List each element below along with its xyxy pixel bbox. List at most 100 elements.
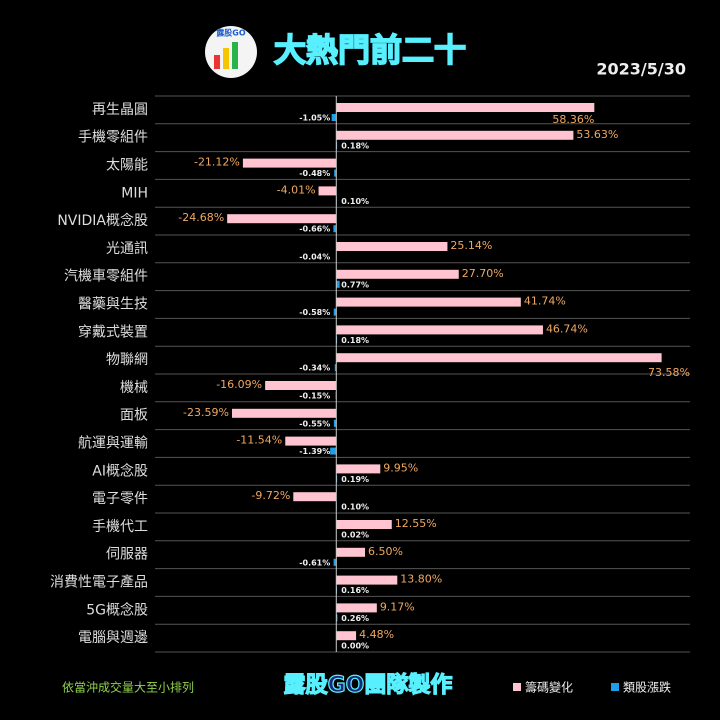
bar [331, 114, 337, 121]
legend-label: 籌碼變化 [525, 680, 573, 695]
value-label: 41.74% [524, 295, 566, 308]
value-label: 6.50% [368, 545, 403, 558]
category-label: 手機零組件 [78, 130, 148, 146]
logo: 露股GO [205, 26, 257, 78]
credit: 露股GO團隊製作 [284, 672, 453, 698]
bar [231, 408, 337, 418]
value-label: -24.68% [178, 211, 224, 224]
value-label: -0.34% [299, 364, 330, 373]
bar [293, 492, 337, 502]
logo-text: 露股GO [216, 28, 246, 38]
bar [336, 103, 595, 112]
category-label: 穿戴式裝置 [78, 324, 148, 340]
legend-label: 類股漲跌 [623, 680, 671, 695]
bar [336, 575, 398, 585]
category-label: 物聯網 [106, 352, 148, 368]
category-label: AI概念股 [92, 462, 148, 479]
category-label: 太陽能 [106, 158, 148, 174]
category-label: 汽機車零組件 [64, 268, 148, 285]
footnote: 依當沖成交量大至小排列 [62, 680, 194, 695]
value-label: 0.02% [341, 531, 369, 540]
value-label: -0.58% [299, 308, 330, 317]
value-label: 46.74% [546, 322, 588, 335]
bar [336, 603, 377, 613]
value-label: -16.09% [216, 378, 262, 391]
bar [336, 464, 381, 474]
bar [336, 297, 521, 307]
bar [333, 419, 337, 427]
chart-title: 大熱門前二十 [274, 31, 466, 69]
value-label: 27.70% [462, 267, 504, 280]
bar [334, 169, 337, 177]
value-label: -0.61% [299, 558, 330, 567]
date: 2023/5/30 [596, 60, 686, 79]
value-label: -23.59% [183, 406, 229, 419]
value-label: 0.10% [341, 197, 369, 206]
legend-swatch [513, 683, 521, 691]
category-label: 航運與運輸 [78, 436, 148, 452]
bar [336, 353, 662, 363]
category-label: 再生晶圓 [92, 102, 148, 118]
category-label: 手機代工 [92, 519, 148, 535]
value-label: -0.66% [299, 225, 330, 234]
value-label: 0.77% [341, 280, 369, 289]
value-label: 0.16% [341, 586, 369, 595]
logo-bar [223, 48, 229, 69]
bar [336, 520, 392, 529]
bar [330, 447, 337, 455]
bar [336, 130, 574, 140]
category-label: 面板 [120, 408, 148, 424]
value-label: -11.54% [236, 434, 282, 447]
bar [336, 242, 448, 251]
value-label: -9.72% [251, 489, 290, 502]
value-label: -0.04% [299, 253, 330, 262]
category-label: 電子零件 [92, 491, 148, 507]
legend-swatch [611, 683, 619, 691]
value-label: 13.80% [400, 573, 442, 586]
value-label: 0.26% [341, 614, 369, 623]
value-label: 9.95% [383, 461, 418, 474]
bar [336, 614, 338, 622]
value-label: -4.01% [277, 183, 316, 196]
value-label: 4.48% [359, 628, 394, 641]
bar [334, 364, 337, 372]
value-label: 25.14% [450, 239, 492, 252]
value-label: 9.17% [380, 600, 415, 613]
value-label: -21.12% [194, 156, 240, 169]
category-label: 伺服器 [106, 547, 148, 563]
category-label: 5G概念股 [86, 601, 148, 618]
bar [333, 558, 337, 566]
bar [318, 186, 337, 196]
value-label: -1.05% [299, 114, 330, 123]
bar [333, 308, 337, 316]
bar [336, 269, 459, 279]
category-label: 消費性電子產品 [50, 574, 148, 591]
value-label: 58.36% [552, 113, 594, 126]
value-label: 0.19% [341, 475, 369, 484]
value-label: -0.48% [299, 169, 330, 178]
bar [336, 325, 543, 335]
category-label: 電腦與週邊 [78, 630, 148, 646]
bar [336, 547, 366, 557]
bar [336, 631, 357, 641]
value-label: 53.63% [576, 128, 618, 141]
bar [333, 225, 337, 233]
value-label: 0.10% [341, 503, 369, 512]
logo-bar [232, 42, 238, 69]
bar [227, 214, 337, 224]
value-label: 12.55% [395, 517, 437, 530]
bar [336, 280, 340, 288]
category-label: NVIDIA概念股 [57, 212, 148, 229]
category-label: 光通訊 [106, 241, 148, 257]
bar [242, 158, 337, 168]
value-label: 0.18% [341, 141, 369, 150]
value-label: -0.55% [299, 419, 330, 428]
value-label: 0.00% [341, 642, 369, 651]
value-label: -0.15% [299, 392, 330, 401]
logo-bar [214, 55, 220, 69]
bar [265, 381, 337, 390]
category-label: 醫藥與生技 [78, 297, 148, 313]
value-label: -1.39% [299, 447, 330, 456]
value-label: 0.18% [341, 336, 369, 345]
